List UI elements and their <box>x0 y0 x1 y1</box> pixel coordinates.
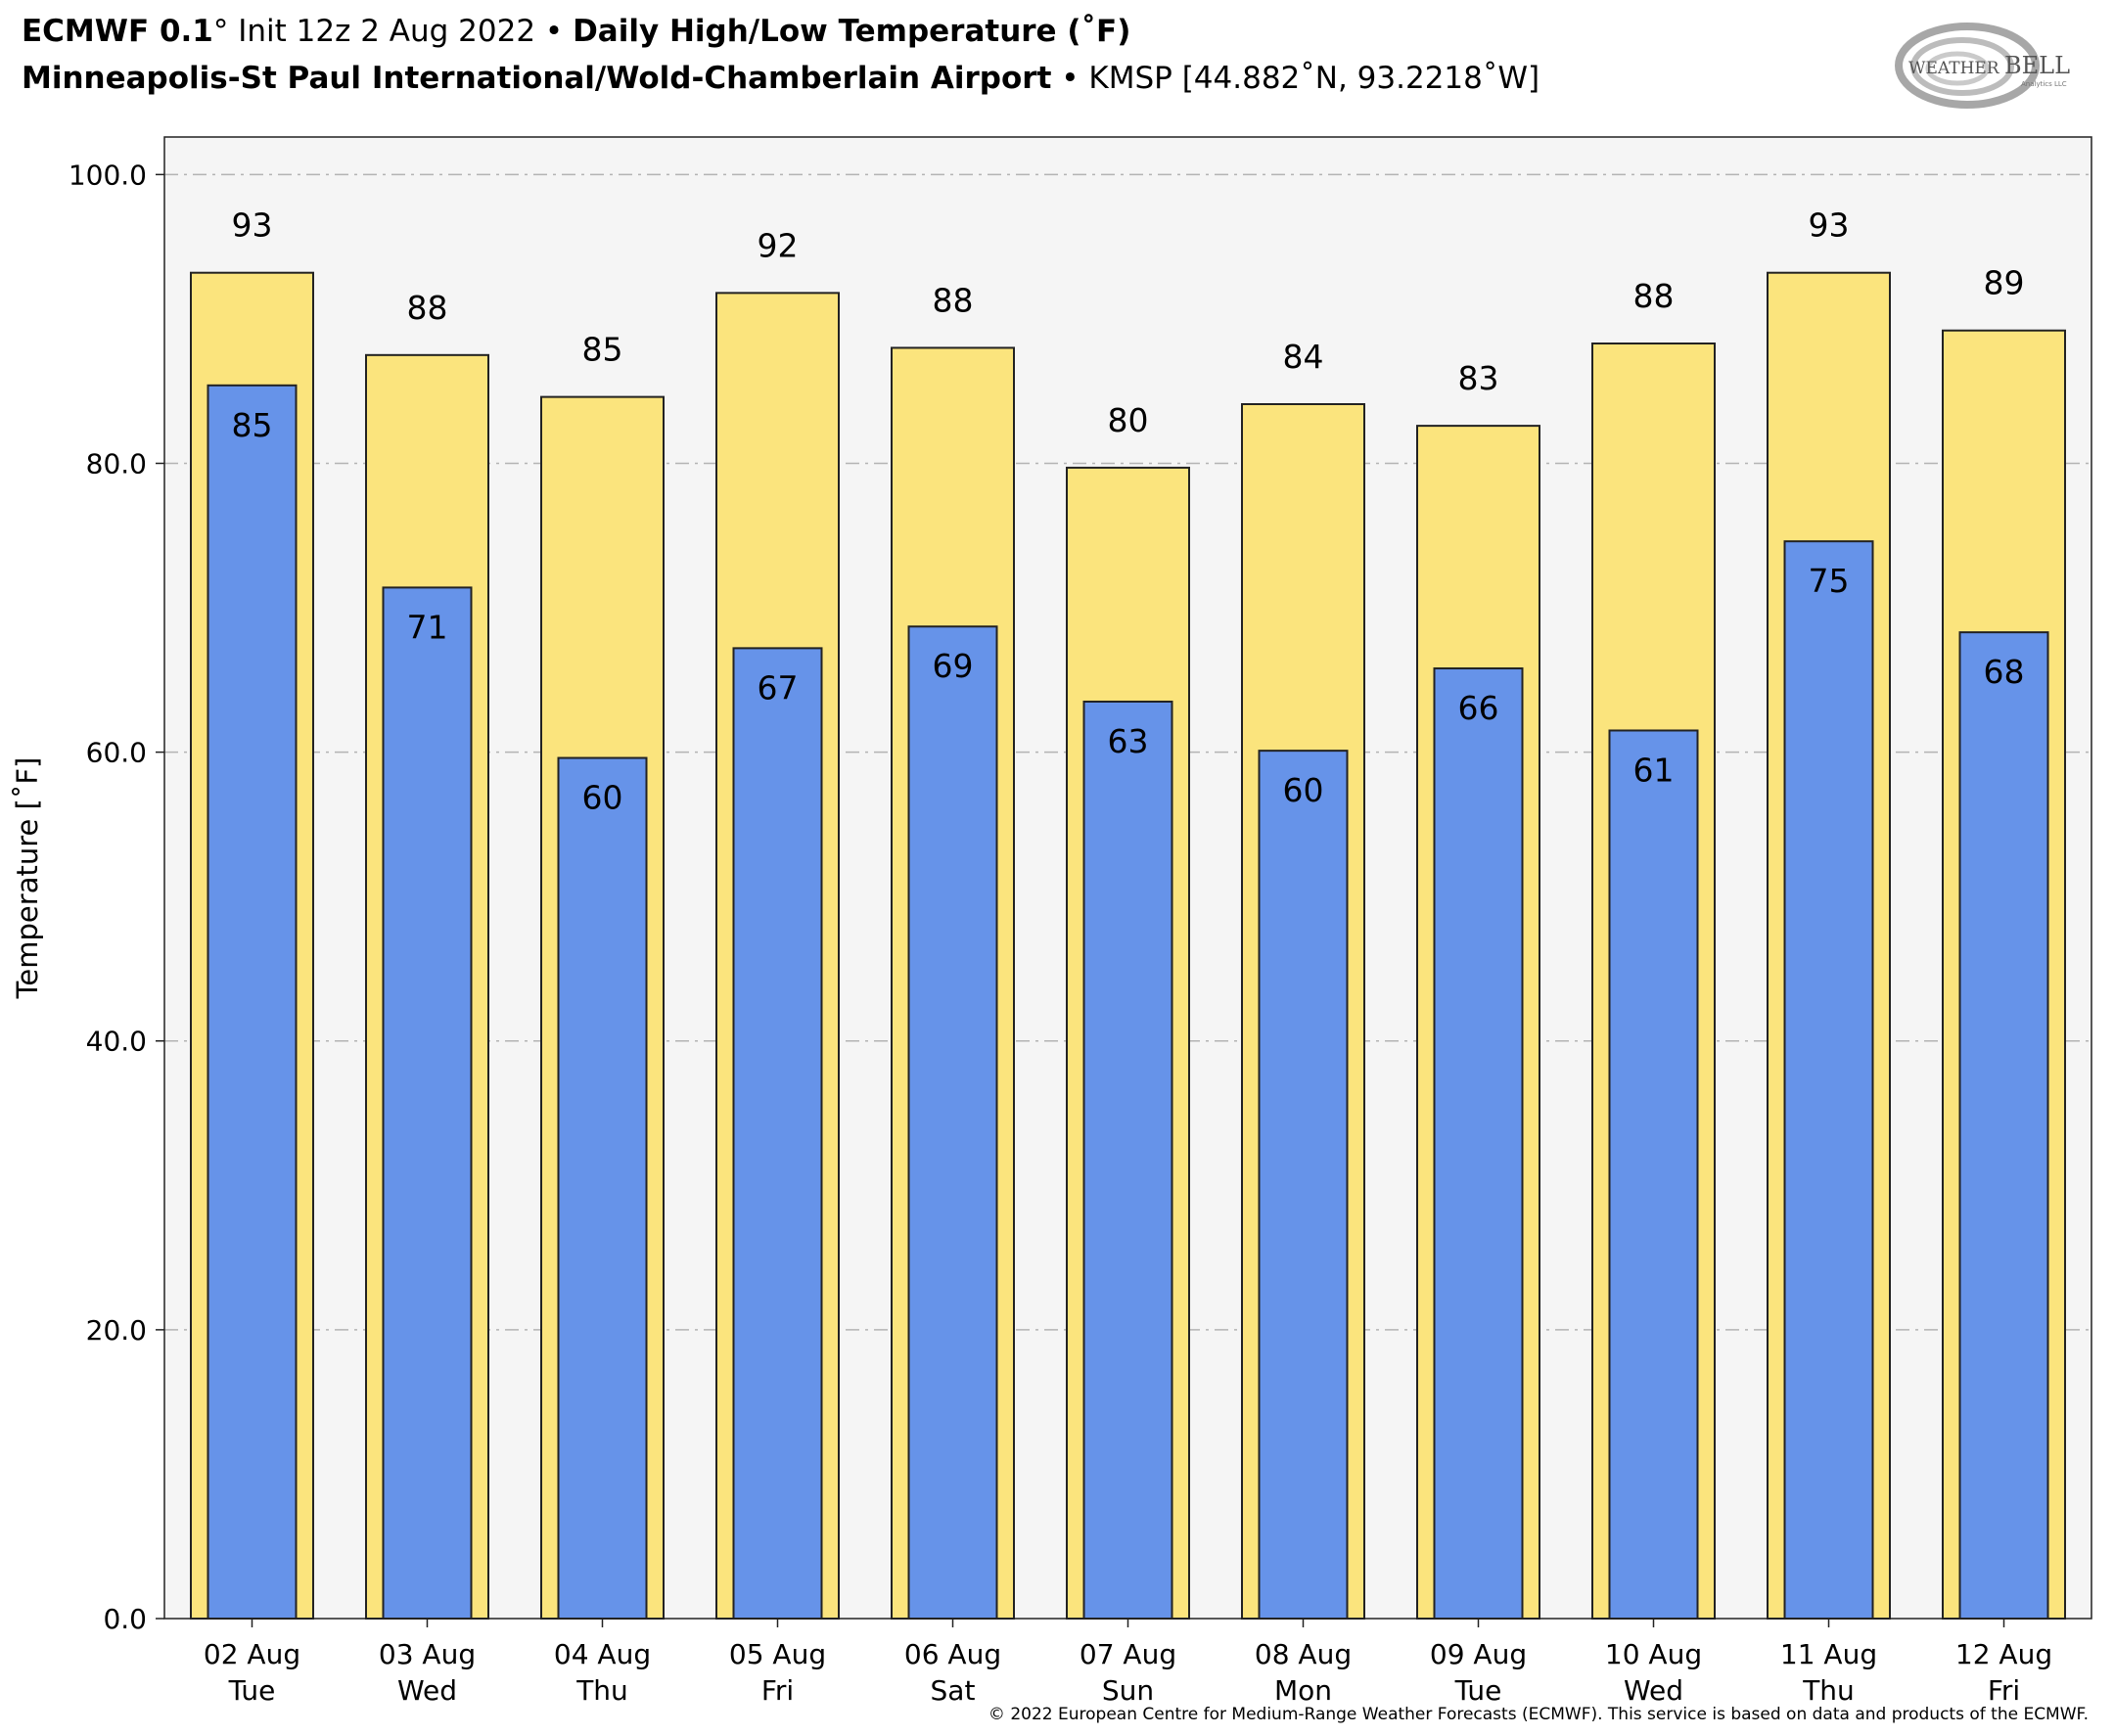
y-tick-label: 40.0 <box>86 1026 147 1058</box>
product-name: Daily High/Low Temperature (˚F) <box>573 14 1131 49</box>
low-value-label: 71 <box>407 608 448 646</box>
low-value-label: 85 <box>232 406 273 444</box>
low-bar <box>382 586 473 1620</box>
low-bar <box>557 756 648 1620</box>
chart-header: ECMWF 0.1° Init 12z 2 Aug 2022 • Daily H… <box>22 8 1881 102</box>
model-name: ECMWF 0.1 <box>22 14 213 49</box>
low-value-label: 63 <box>1108 722 1149 760</box>
low-bar <box>1258 750 1349 1620</box>
low-value-label: 75 <box>1809 562 1850 600</box>
x-tick-label-day: Thu <box>575 1674 628 1707</box>
x-tick-label-day: Sun <box>1102 1674 1154 1707</box>
bars: 93 85 88 71 85 60 92 67 88 69 80 63 84 60 83 66 88 61 93 75… <box>190 206 2066 1621</box>
low-bar <box>207 384 298 1620</box>
weatherbell-logo: WEATHER BELL Analytics LLC <box>1895 23 2070 109</box>
location-name: Minneapolis-St Paul International/Wold-C… <box>22 61 1052 96</box>
high-value-label: 92 <box>758 226 799 264</box>
y-tick-label: 100.0 <box>69 159 147 191</box>
init-time: Init 12z 2 Aug 2022 <box>228 14 536 49</box>
high-value-label: 93 <box>232 206 273 245</box>
x-tick-label-date: 11 Aug <box>1780 1638 1877 1670</box>
y-tick-label: 60.0 <box>86 737 147 769</box>
y-tick-label: 80.0 <box>86 447 147 480</box>
x-tick-label-date: 04 Aug <box>554 1638 651 1670</box>
x-tick-label-day: Wed <box>397 1674 457 1707</box>
low-bar <box>1783 540 1874 1620</box>
x-tick-label-date: 07 Aug <box>1080 1638 1176 1670</box>
high-value-label: 88 <box>407 289 448 327</box>
logo-text-weather: WEATHER <box>1908 59 2000 78</box>
high-value-label: 80 <box>1108 401 1149 439</box>
high-value-label: 85 <box>582 331 623 369</box>
high-value-label: 88 <box>1633 277 1675 315</box>
header-line-2: Minneapolis-St Paul International/Wold-C… <box>22 55 1881 102</box>
low-value-label: 60 <box>582 779 623 817</box>
low-value-label: 67 <box>758 668 799 707</box>
high-value-label: 88 <box>933 281 974 319</box>
x-tick-label-day: Tue <box>228 1674 276 1707</box>
y-axis-label: Temperature [˚F] <box>11 757 44 1000</box>
y-tick-label: 0.0 <box>103 1603 147 1635</box>
low-bar <box>1608 729 1699 1620</box>
model-degree: ° <box>212 14 229 49</box>
high-value-label: 83 <box>1458 359 1499 397</box>
high-value-label: 93 <box>1809 206 1850 245</box>
x-tick-label-date: 05 Aug <box>729 1638 826 1670</box>
logo-subtext: Analytics LLC <box>2021 80 2067 88</box>
x-tick-label-day: Thu <box>1802 1674 1855 1707</box>
x-tick-label-date: 10 Aug <box>1605 1638 1702 1670</box>
station-info: KMSP [44.882˚N, 93.2218˚W] <box>1088 61 1540 96</box>
x-tick-label-date: 06 Aug <box>904 1638 1001 1670</box>
copyright-notice: © 2022 European Centre for Medium-Range … <box>988 1705 2089 1724</box>
low-bar <box>1433 667 1524 1620</box>
x-tick-label-day: Fri <box>761 1674 794 1707</box>
low-bar <box>1958 631 2049 1620</box>
low-value-label: 66 <box>1458 689 1499 727</box>
x-tick-label-date: 03 Aug <box>379 1638 476 1670</box>
x-tick-label-date: 12 Aug <box>1955 1638 2052 1670</box>
high-value-label: 89 <box>1984 264 2025 302</box>
low-bar <box>732 647 823 1620</box>
low-value-label: 60 <box>1283 771 1324 809</box>
x-tick-label-day: Wed <box>1624 1674 1683 1707</box>
separator: • <box>535 14 574 49</box>
logo-text-bell: BELL <box>2004 52 2070 79</box>
x-tick-label-date: 02 Aug <box>204 1638 300 1670</box>
x-tick-label-day: Sat <box>931 1674 976 1707</box>
low-bar <box>1082 700 1173 1620</box>
low-value-label: 61 <box>1633 751 1675 789</box>
high-value-label: 84 <box>1283 338 1324 376</box>
low-value-label: 68 <box>1984 653 2025 691</box>
y-tick-label: 20.0 <box>86 1314 147 1347</box>
x-tick-label-day: Tue <box>1454 1674 1502 1707</box>
header-line-1: ECMWF 0.1° Init 12z 2 Aug 2022 • Daily H… <box>22 8 1881 55</box>
separator: • <box>1051 61 1089 96</box>
x-tick-label-day: Mon <box>1274 1674 1332 1707</box>
low-value-label: 69 <box>933 647 974 685</box>
low-bar <box>907 625 998 1620</box>
x-tick-label-date: 09 Aug <box>1430 1638 1527 1670</box>
axes: 0.0 20.0 40.0 60.0 80.0 100.0 02 Aug Tue 03 Aug W… <box>69 159 2052 1707</box>
x-tick-label-date: 08 Aug <box>1255 1638 1352 1670</box>
x-tick-label-day: Fri <box>1988 1674 2020 1707</box>
